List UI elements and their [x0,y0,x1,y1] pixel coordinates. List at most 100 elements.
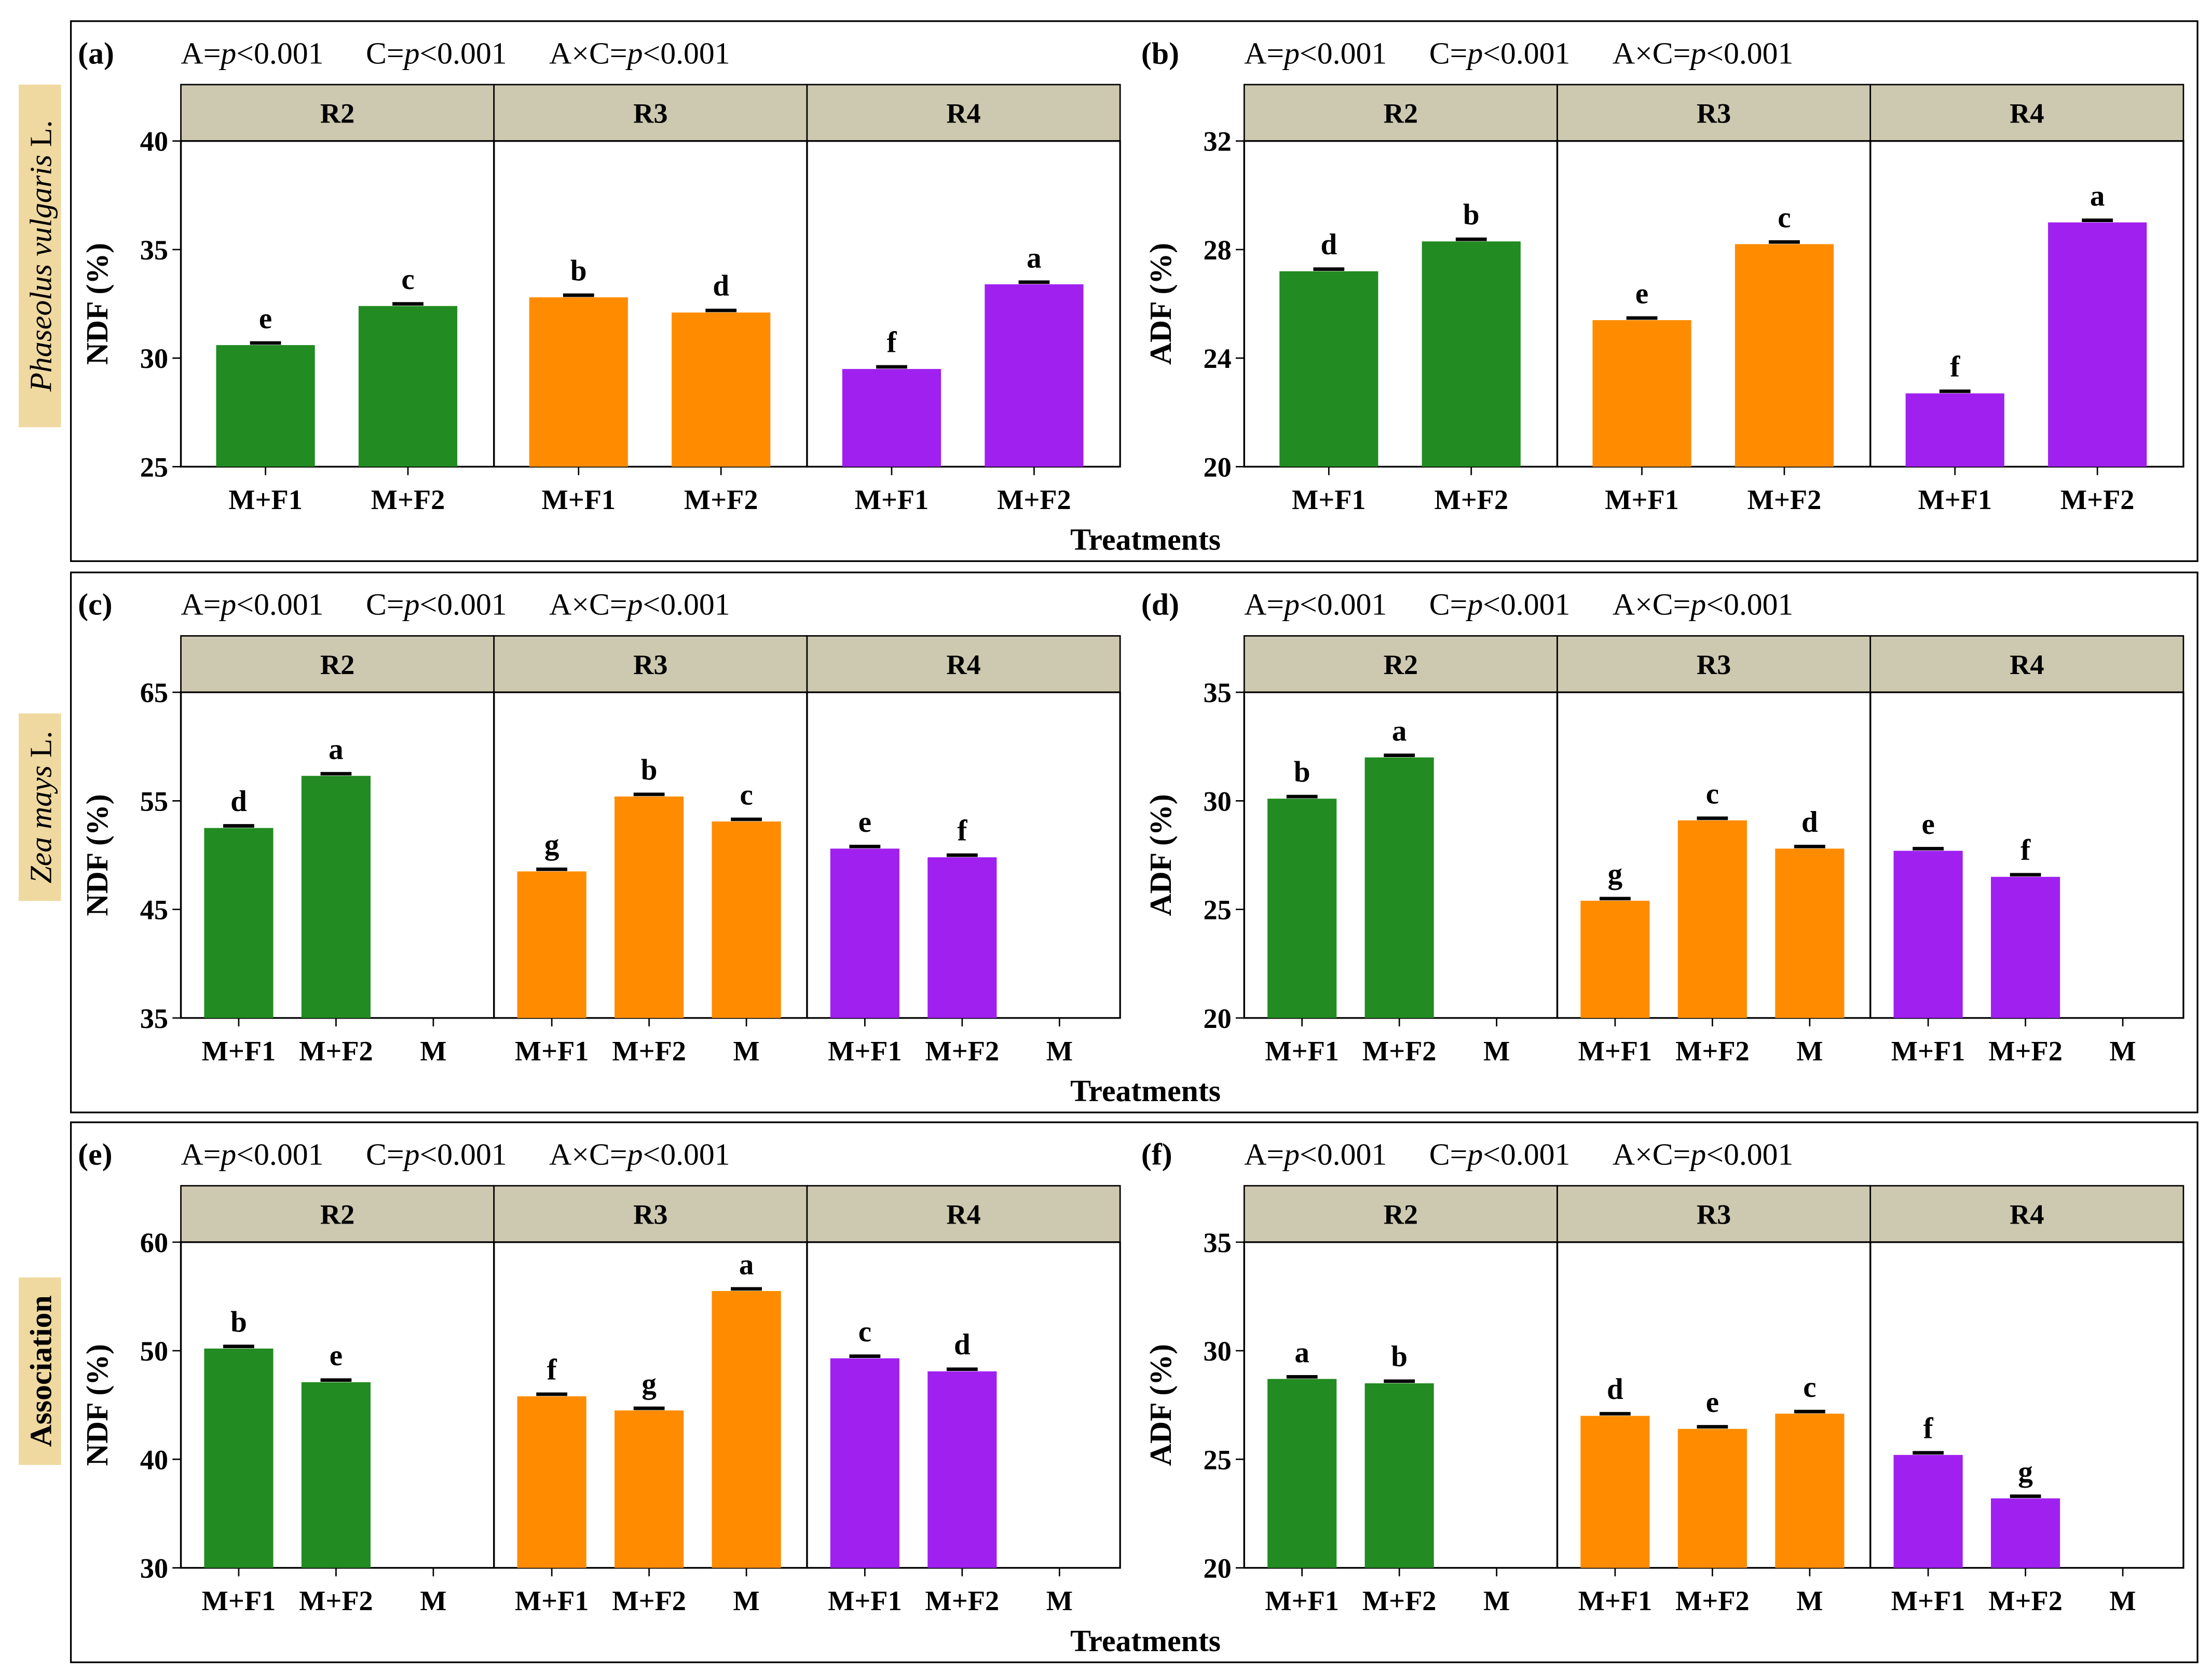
significance-letter: b [230,1306,247,1338]
row-label-text: Phaseolus vulgaris L. [24,120,58,392]
stat-p: p [1688,587,1706,622]
bar [1775,848,1845,1018]
stats-line: A=p<0.001 C=p<0.001 A×C=p<0.001 [1244,587,1793,622]
facet-strip [180,635,495,693]
y-tick-label: 30 [1204,786,1232,817]
significance-letter: d [1320,228,1337,261]
significance-letter: d [954,1328,971,1361]
row-label-main: Association [24,1295,58,1447]
y-tick-label: 28 [1204,235,1232,266]
facet-label: R3 [633,98,667,129]
row-label: Zea mays L. [19,713,61,901]
x-tick-label: M+F2 [1434,484,1508,515]
stat-value: <0.001 [419,587,507,622]
y-tick-label: 40 [140,1444,168,1475]
stat-p: p [1282,1137,1300,1171]
stat-value: <0.001 [236,36,323,70]
bar [1364,1383,1434,1568]
stat-2: A×C= [549,587,627,622]
stat-p: p [219,1137,236,1171]
x-tick-label: M+F1 [228,484,303,515]
bar [1267,799,1337,1018]
facet-label: R3 [633,649,667,680]
stat-value: <0.001 [236,587,323,622]
y-axis-title: NDF (%) [80,1344,114,1466]
stat-p: p [1688,36,1706,70]
stat-0: A= [1244,587,1284,622]
facet-label: R4 [2010,1199,2044,1230]
stat-p: p [1465,36,1483,70]
stat-2: A×C= [1613,1137,1690,1171]
x-tick-label: M+F1 [1891,1585,1965,1616]
y-tick-label: 65 [140,677,168,708]
bar [712,821,781,1018]
significance-letter: d [1801,806,1818,839]
bar [927,1371,997,1568]
bar [1735,244,1834,467]
significance-letter: c [1706,777,1719,810]
significance-letter: a [2090,180,2105,212]
stats-line: A=p<0.001 C=p<0.001 A×C=p<0.001 [1244,36,1793,70]
bar [1580,900,1650,1018]
stat-1: C= [366,587,404,622]
facet-label: R2 [1384,649,1418,680]
significance-letter: a [739,1248,754,1281]
stat-0: A= [1244,1137,1284,1171]
row-frame [70,571,2199,1114]
facet-strip [806,635,1121,693]
x-tick-label: M+F2 [2060,484,2135,515]
significance-letter: d [230,785,247,818]
significance-letter: f [1923,1412,1934,1445]
x-axis-title: Treatments [1070,523,1221,557]
facet-strip [806,84,1121,142]
y-tick-label: 30 [1204,1336,1232,1367]
bar [1677,1429,1747,1568]
stat-p: p [219,36,236,70]
bar [358,306,458,467]
x-tick-label: M+F2 [997,484,1071,515]
bar [672,312,771,467]
facet-strip [1243,84,1558,142]
stat-value: <0.001 [643,36,730,70]
bar [1905,393,2004,467]
row-label-bg [19,85,61,428]
stat-p: p [402,1137,420,1171]
bar [985,284,1084,467]
y-tick-label: 25 [140,451,168,483]
stat-value: <0.001 [1706,1137,1793,1171]
x-tick-label: M [1483,1585,1510,1616]
y-axis-title: ADF (%) [1143,794,1178,916]
x-tick-label: M+F1 [1265,1035,1339,1066]
facet-label: R2 [320,649,354,680]
facet-strip [1556,84,1872,142]
significance-letter: b [570,254,587,287]
panel-label: (e) [78,1137,112,1171]
significance-letter: g [641,1368,657,1401]
y-tick-label: 25 [1204,1444,1232,1475]
bar [1364,757,1434,1018]
panel-label: (c) [78,587,112,622]
significance-letter: g [2018,1456,2033,1488]
stat-0: A= [181,587,221,622]
row-label: Phaseolus vulgaris L. [19,85,61,428]
row-label-main: Phaseolus vulgaris [24,155,58,392]
significance-letter: e [1706,1386,1719,1419]
significance-letter: a [329,733,344,766]
x-tick-label: M+F2 [925,1035,1000,1066]
x-tick-label: M [1796,1035,1823,1066]
x-tick-label: M+F1 [1265,1585,1339,1616]
y-axis-title: ADF (%) [1143,243,1178,365]
stat-value: <0.001 [236,1137,323,1171]
stat-p: p [402,36,420,70]
bar [615,1410,684,1568]
significance-letter: d [1607,1373,1623,1406]
stat-0: A= [181,1137,221,1171]
bar [842,369,941,467]
significance-letter: e [330,1339,343,1372]
row-label-suffix: L. [24,120,58,155]
stat-0: A= [181,36,221,70]
x-tick-label: M+F1 [1578,1585,1653,1616]
significance-letter: b [1294,756,1310,789]
